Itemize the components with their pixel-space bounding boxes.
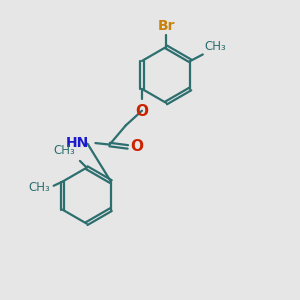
Text: O: O [130,140,143,154]
Text: CH₃: CH₃ [204,40,226,53]
Text: CH₃: CH₃ [28,181,50,194]
Text: CH₃: CH₃ [54,144,76,158]
Text: O: O [136,104,148,119]
Text: HN: HN [66,136,89,150]
Text: Br: Br [158,19,175,33]
